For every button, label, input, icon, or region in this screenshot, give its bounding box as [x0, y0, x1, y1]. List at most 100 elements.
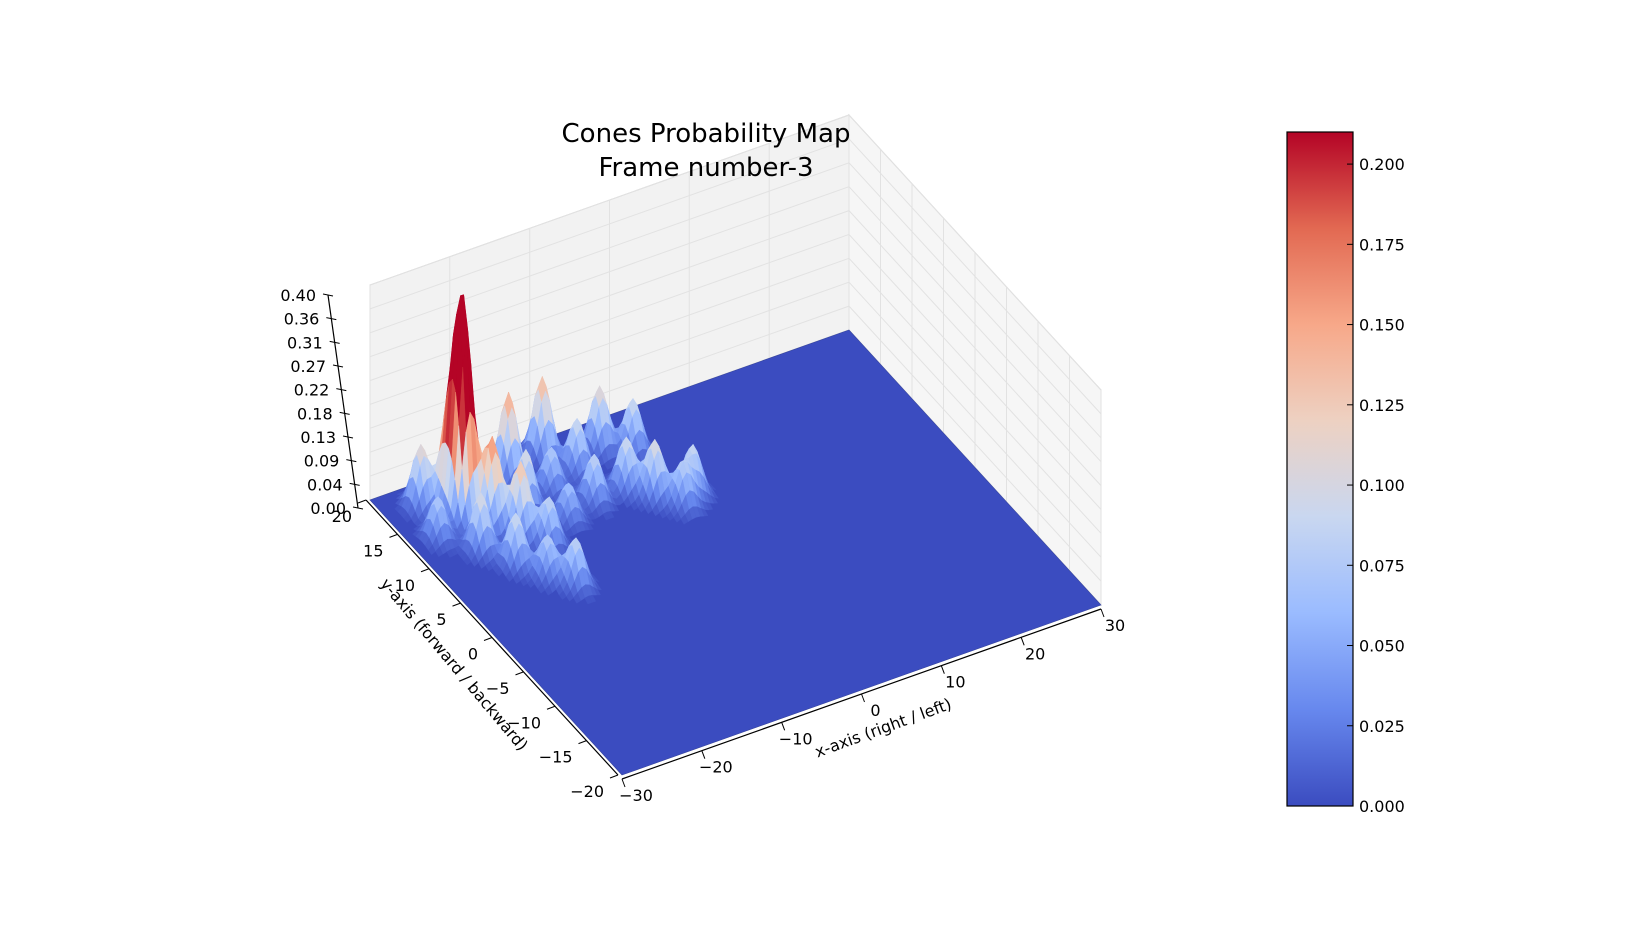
surface-patch: [584, 595, 593, 605]
surface-patch: [527, 578, 535, 589]
z-tick-mark: [329, 340, 340, 344]
grid-line-z: [369, 138, 1102, 415]
surface-patch: [666, 511, 675, 521]
surface-patch: [566, 590, 574, 602]
surface-patch: [446, 549, 455, 558]
grid-line-z: [369, 210, 1102, 486]
y-tick-mark: [546, 705, 556, 710]
y-tick-mark: [578, 740, 587, 745]
y-tick-mark: [420, 568, 430, 573]
axes-group: −30−20−100102030−20−15−10−5051015200.000…: [280, 286, 1125, 805]
colorbar-tick-label: 0.100: [1359, 476, 1405, 495]
z-tick-label: 0.13: [300, 428, 336, 447]
surface-patch: [680, 514, 689, 525]
x-tick-label: 20: [1025, 644, 1045, 663]
x-tick-label: −20: [699, 758, 733, 777]
y-tick-label: 5: [436, 610, 446, 629]
z-tick-mark: [339, 411, 350, 415]
surface-patch: [558, 590, 567, 600]
colorbar-tick-label: 0.025: [1359, 717, 1405, 736]
grid-line-z: [369, 305, 1102, 582]
z-tick-label: 0.22: [294, 381, 330, 400]
y-tick-label: −5: [486, 679, 510, 698]
z-tick-label: 0.04: [307, 475, 343, 494]
surface-patch: [403, 513, 412, 523]
y-tick-label: 15: [363, 541, 383, 560]
z-tick-label: 0.31: [287, 333, 323, 352]
surface-patch: [673, 512, 682, 523]
surface-patch: [520, 576, 528, 587]
probability-surface: [394, 294, 719, 605]
x-tick-mark: [1100, 608, 1105, 618]
y-tick-mark: [609, 774, 619, 779]
grid-line-z: [369, 281, 1102, 558]
y-tick-mark: [452, 602, 461, 607]
grid-line-z: [369, 233, 1102, 510]
surface-patch: [485, 561, 493, 572]
z-tick-mark: [342, 435, 354, 439]
x-tick-mark: [621, 778, 626, 788]
y-tick-label: −15: [539, 748, 573, 767]
z-tick-mark: [346, 459, 357, 463]
x-tick-mark: [1020, 637, 1025, 646]
colorbar-tick-label: 0.175: [1359, 235, 1405, 254]
x-tick-label: −10: [779, 729, 813, 748]
surface-patch: [652, 503, 660, 517]
surface-patch: [495, 567, 504, 577]
x-tick-mark: [781, 722, 786, 731]
surface-patch: [630, 500, 639, 511]
grid-line-z: [369, 257, 1102, 534]
colorbar-tick-label: 0.050: [1359, 637, 1405, 656]
colorbar-tick-label: 0.150: [1359, 316, 1405, 335]
y-tick-mark: [357, 499, 367, 504]
grid-line-z: [369, 114, 1102, 391]
surface-patch: [544, 585, 553, 596]
surface-patch: [659, 508, 667, 519]
y-tick-label: −10: [507, 713, 541, 732]
y-tick-label: −20: [570, 782, 604, 801]
surface-patch: [603, 460, 612, 470]
grid-line-z: [369, 186, 1102, 463]
x-tick-label: 0: [870, 701, 880, 720]
z-tick-mark: [322, 293, 334, 297]
surface-patch: [602, 511, 611, 521]
y-tick-mark: [515, 671, 524, 676]
z-tick-mark: [332, 364, 344, 368]
surface-patch: [512, 572, 521, 584]
surface-patch: [644, 501, 653, 515]
surface-patch: [428, 544, 436, 555]
x-tick-mark: [701, 750, 706, 759]
y-tick-label: 10: [395, 576, 415, 595]
y-tick-label: 0: [468, 645, 478, 664]
z-tick-label: 0.27: [290, 357, 326, 376]
colorbar-tick-label: 0.125: [1359, 396, 1405, 415]
z-tick-label: 0.40: [280, 286, 316, 305]
surface-patch: [505, 570, 514, 582]
x-tick-mark: [940, 665, 945, 674]
chart-subtitle: Frame number-3: [598, 153, 813, 183]
y-tick-label: 20: [332, 507, 352, 526]
surface-patch: [623, 496, 632, 509]
surface-patch: [478, 556, 486, 569]
x-tick-label: 30: [1105, 616, 1125, 635]
x-tick-label: −30: [619, 786, 653, 805]
z-tick-mark: [352, 506, 364, 510]
z-tick-mark: [349, 482, 360, 486]
surface-patch: [470, 554, 479, 567]
z-axis-line: [327, 294, 359, 509]
x-tick-mark: [861, 693, 865, 703]
z-tick-label: 0.00: [310, 499, 346, 518]
y-tick-mark: [389, 533, 398, 538]
z-tick-mark: [336, 388, 347, 392]
grid-line-z: [369, 162, 1102, 439]
z-tick-label: 0.18: [297, 404, 333, 423]
colorbar-tick-label: 0.000: [1359, 797, 1405, 816]
colorbar: 0.000 0.025 0.050 0.075 0.100 0.125 0.150 0.175…: [1286, 131, 1405, 816]
surface-patch: [573, 592, 581, 604]
colorbar-gradient: [1286, 131, 1354, 807]
surface-patch: [435, 546, 443, 557]
y-tick-mark: [483, 637, 493, 641]
z-tick-mark: [326, 317, 337, 321]
z-tick-label: 0.36: [284, 310, 320, 329]
